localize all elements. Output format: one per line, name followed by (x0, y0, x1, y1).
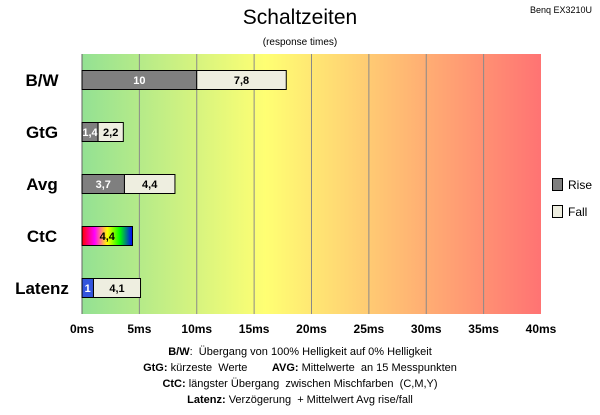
category-label: GtG (26, 123, 58, 142)
note-text: Verzögerung + Mittelwert Avg rise/fall (225, 394, 413, 406)
x-tick-label: 40ms (526, 322, 557, 336)
x-tick-label: 15ms (239, 322, 270, 336)
legend-swatch-rise (552, 178, 563, 191)
note-line: CtC: längster Übergang zwischen Mischfar… (0, 376, 600, 392)
legend-label-fall: Fall (568, 205, 588, 219)
chart-title: Schaltzeiten (242, 6, 358, 29)
bar-rise-label: 4,4 (100, 231, 116, 243)
legend-item-fall: Fall (552, 205, 587, 219)
note-line: B/W: Übergang von 100% Helligkeit auf 0%… (0, 344, 600, 360)
monitor-label: Benq EX3210U (529, 5, 592, 15)
x-tick-label: 10ms (181, 322, 212, 336)
legend-label-rise: Rise (568, 178, 593, 192)
note-text: längster Übergang zwischen Mischfarben (… (185, 378, 438, 390)
chart-subtitle: (response times) (262, 37, 338, 48)
note-text: Mittelwerte an 15 Messpunkten (298, 362, 457, 374)
bar-fall (123, 174, 176, 194)
bar-fall-label: 4,1 (109, 283, 124, 295)
note-term: AVG: (271, 362, 299, 374)
legend-item-rise: Rise (552, 178, 592, 192)
note-text: kürzeste Werte (167, 362, 272, 374)
note-term: Latenz: (187, 394, 226, 406)
bar-fall-label: 2,2 (103, 127, 118, 139)
note-term: CtC: (162, 378, 186, 390)
bar-fall-label: 7,8 (234, 75, 249, 87)
category-label: Avg (26, 175, 58, 194)
category-label: Latenz (15, 279, 69, 298)
note-line: GtG: kürzeste Werte AVG: Mittelwerte an … (0, 360, 600, 376)
x-tick-label: 20ms (296, 322, 327, 336)
category-label: CtC (27, 227, 57, 246)
x-tick-label: 30ms (411, 322, 442, 336)
bar-fall-label: 4,4 (142, 179, 158, 191)
note-line: Latenz: Verzögerung + Mittelwert Avg ris… (0, 392, 600, 408)
category-label: B/W (25, 71, 59, 90)
chart-notes: B/W: Übergang von 100% Helligkeit auf 0%… (0, 344, 600, 408)
bar-rise-label: 3,7 (96, 179, 111, 191)
bar-fall (196, 70, 287, 90)
x-tick-label: 0ms (70, 322, 94, 336)
note-term: GtG: (143, 362, 168, 374)
note-text: : Übergang von 100% Helligkeit auf 0% He… (189, 346, 432, 358)
bar-rise-label: 10 (133, 75, 145, 87)
legend-swatch-fall (552, 205, 563, 218)
bar-rise (81, 226, 133, 246)
bar-fall (92, 278, 142, 298)
x-tick-label: 35ms (468, 322, 499, 336)
x-tick-label: 5ms (127, 322, 151, 336)
bar-rise-label: 1 (85, 283, 91, 295)
bar-fall (97, 122, 124, 142)
bar-rise-label: 1,4 (82, 127, 98, 139)
x-tick-label: 25ms (354, 322, 385, 336)
note-term: B/W (168, 346, 190, 358)
